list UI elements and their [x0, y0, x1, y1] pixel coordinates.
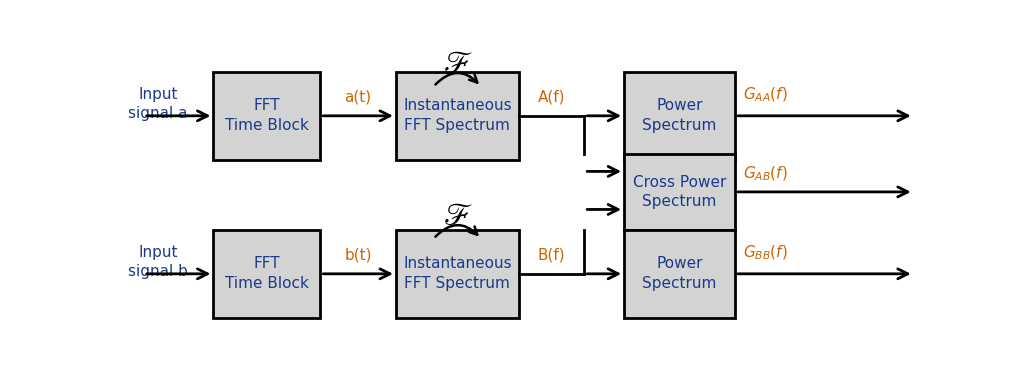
Text: $G_{AA}(f)$: $G_{AA}(f)$ — [743, 86, 787, 104]
Text: Power
Spectrum: Power Spectrum — [642, 256, 717, 291]
Bar — [624, 230, 735, 318]
Bar — [624, 72, 735, 160]
Text: Power
Spectrum: Power Spectrum — [642, 98, 717, 133]
Bar — [396, 72, 519, 160]
Text: $\mathscr{F}$: $\mathscr{F}$ — [442, 50, 472, 79]
Text: $\mathscr{F}$: $\mathscr{F}$ — [442, 202, 472, 231]
Text: Input
signal b: Input signal b — [128, 245, 188, 279]
Bar — [624, 154, 735, 230]
Text: Instantaneous
FFT Spectrum: Instantaneous FFT Spectrum — [403, 256, 512, 291]
Text: Instantaneous
FFT Spectrum: Instantaneous FFT Spectrum — [403, 98, 512, 133]
Text: A(f): A(f) — [538, 89, 565, 104]
Bar — [213, 230, 321, 318]
Text: B(f): B(f) — [538, 247, 565, 262]
Text: FFT
Time Block: FFT Time Block — [225, 98, 309, 133]
Text: Cross Power
Spectrum: Cross Power Spectrum — [633, 174, 726, 209]
Bar — [396, 230, 519, 318]
Text: Input
signal a: Input signal a — [128, 87, 188, 121]
Text: a(t): a(t) — [345, 89, 372, 104]
Text: $G_{BB}(f)$: $G_{BB}(f)$ — [743, 244, 787, 262]
Text: FFT
Time Block: FFT Time Block — [225, 256, 309, 291]
Bar — [213, 72, 321, 160]
Text: $G_{AB}(f)$: $G_{AB}(f)$ — [743, 165, 787, 183]
Text: b(t): b(t) — [344, 247, 372, 262]
